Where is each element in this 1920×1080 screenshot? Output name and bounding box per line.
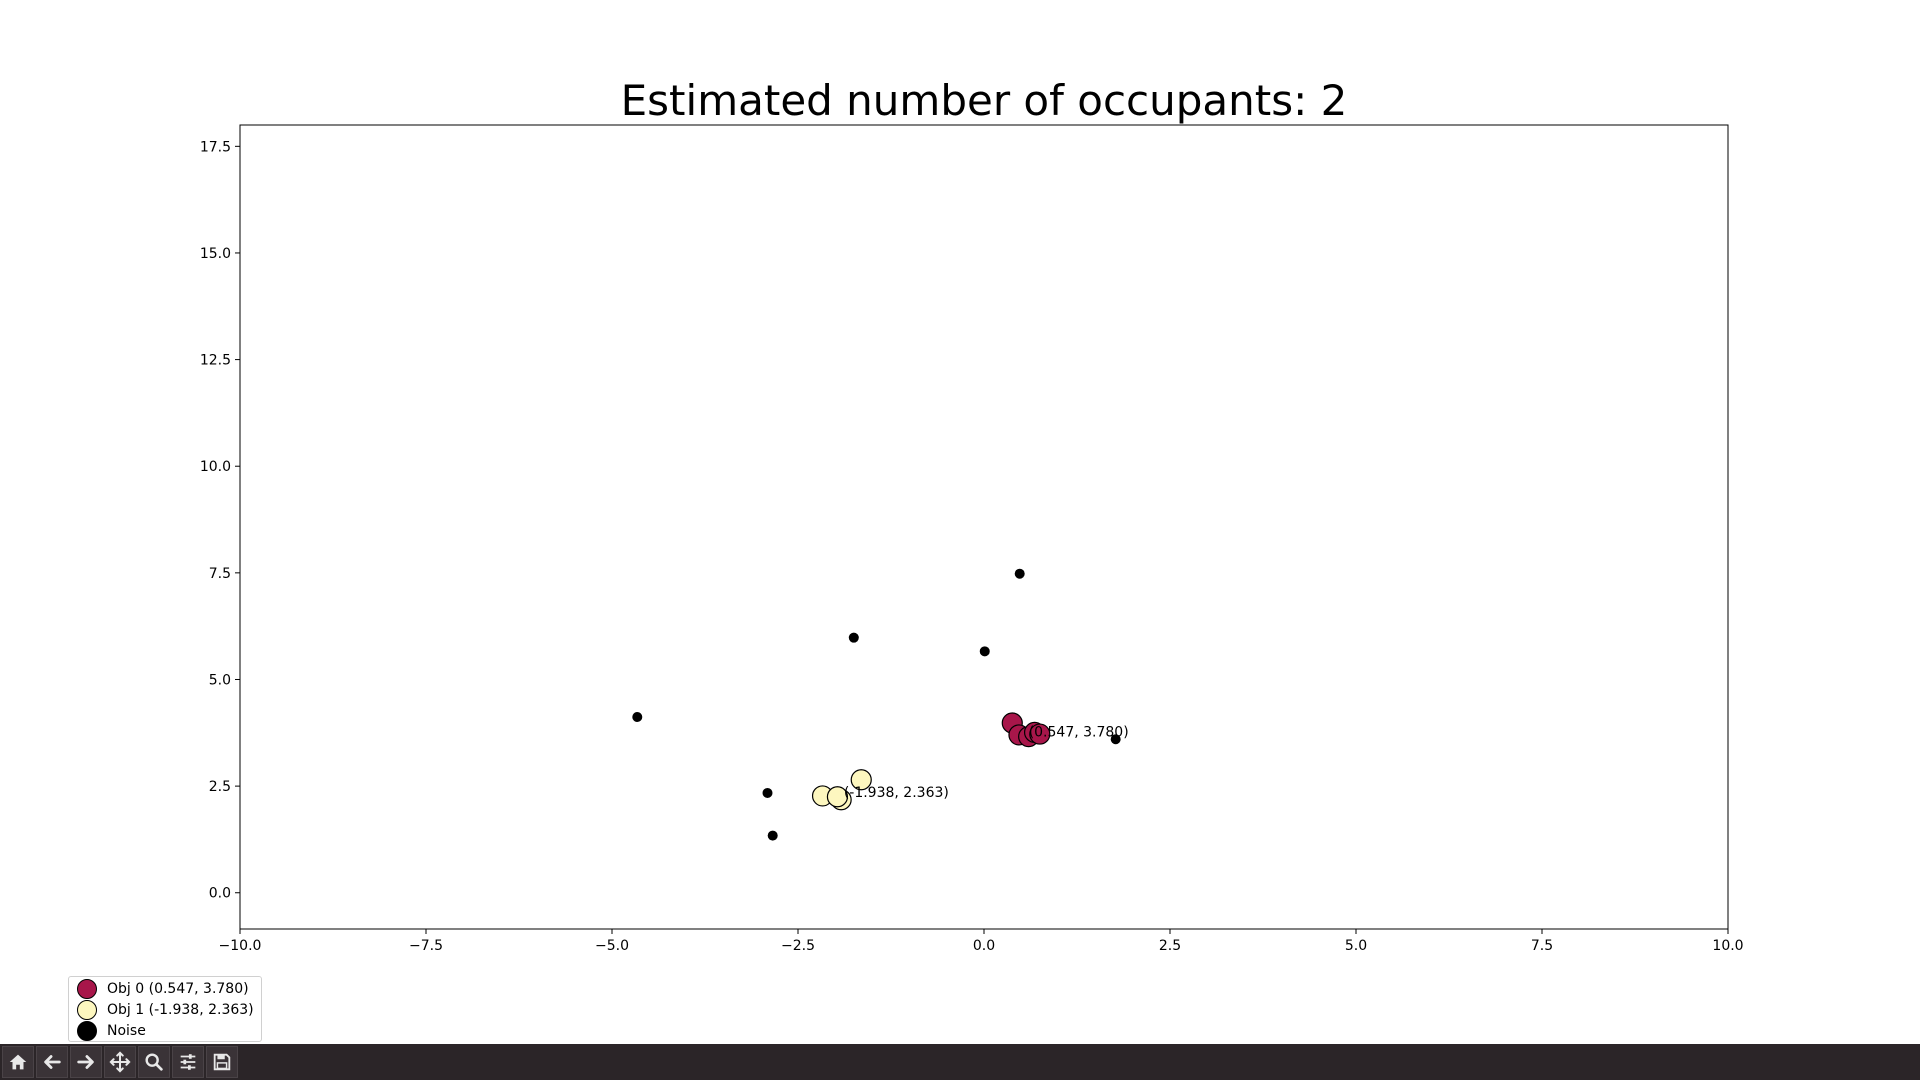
cluster-point <box>826 786 849 808</box>
centroid-annotations: (0.547, 3.780) (-1.938, 2.363) <box>844 725 1129 801</box>
x-tick-label: 10.0 <box>1712 938 1743 954</box>
back-button[interactable] <box>36 1046 68 1078</box>
home-button[interactable] <box>2 1046 34 1078</box>
legend-label: Obj 0 (0.547, 3.780) <box>107 980 249 997</box>
configure-subplots-button[interactable] <box>172 1046 204 1078</box>
arrow-left-icon <box>44 1055 61 1069</box>
y-tick-label: 5.0 <box>209 672 231 688</box>
x-axis: −10.0 −7.5 −5.0 −2.5 0.0 2.5 5.0 7.5 10.0 <box>219 929 1744 954</box>
sliders-icon <box>180 1054 196 1070</box>
forward-button[interactable] <box>70 1046 102 1078</box>
series-2 <box>632 568 1121 841</box>
plot-area <box>239 124 1729 930</box>
y-tick-label: 12.5 <box>200 353 231 369</box>
centroid-annotation: (0.547, 3.780) <box>1029 725 1129 741</box>
legend-marker <box>77 1020 97 1041</box>
centroid-annotation: (-1.938, 2.363) <box>844 785 949 801</box>
scatter-points <box>632 568 1121 841</box>
y-tick-label: 2.5 <box>209 779 231 795</box>
arrow-right-icon <box>77 1055 94 1069</box>
x-tick-label: −2.5 <box>781 938 815 954</box>
y-tick-label: 7.5 <box>209 566 231 582</box>
y-tick-label: 0.0 <box>209 886 231 902</box>
noise-point <box>767 830 778 841</box>
x-tick-label: 7.5 <box>1531 938 1553 954</box>
noise-point <box>762 787 773 798</box>
legend: Obj 0 (0.547, 3.780) Obj 1 (-1.938, 2.363… <box>68 976 262 1042</box>
y-axis: 0.0 2.5 5.0 7.5 10.0 12.5 15.0 17.5 <box>200 139 240 902</box>
noise-point <box>632 712 643 723</box>
floppy-disk-icon <box>213 1053 231 1071</box>
legend-marker <box>77 978 97 999</box>
legend-label: Noise <box>107 1022 146 1039</box>
x-tick-label: 0.0 <box>973 938 995 954</box>
y-tick-label: 10.0 <box>200 459 231 475</box>
save-button[interactable] <box>206 1046 238 1078</box>
move-icon <box>109 1051 131 1073</box>
legend-marker <box>77 999 97 1020</box>
legend-item: Obj 0 (0.547, 3.780) <box>77 978 261 999</box>
legend-item: Obj 1 (-1.938, 2.363) <box>77 999 261 1020</box>
toolbar <box>0 1044 1920 1080</box>
y-tick-label: 15.0 <box>200 246 231 262</box>
noise-point <box>1110 734 1121 745</box>
magnifier-icon <box>145 1053 163 1071</box>
cluster-point <box>1029 723 1051 745</box>
x-tick-label: −7.5 <box>409 938 443 954</box>
noise-point <box>848 632 859 643</box>
chart-title: Estimated number of occupants: 2 <box>621 76 1348 125</box>
legend-item: Noise <box>77 1020 261 1041</box>
x-tick-label: 2.5 <box>1159 938 1181 954</box>
home-icon <box>9 1054 27 1070</box>
noise-point <box>1014 568 1025 579</box>
chart-figure: Estimated number of occupants: 2 −10.0 −7… <box>200 76 1744 954</box>
series-1 <box>811 769 872 811</box>
cluster-point <box>850 769 872 791</box>
pan-button[interactable] <box>104 1046 136 1078</box>
legend-label: Obj 1 (-1.938, 2.363) <box>107 1001 254 1018</box>
x-tick-label: 5.0 <box>1345 938 1367 954</box>
series-0 <box>1001 712 1051 748</box>
x-tick-label: −10.0 <box>219 938 262 954</box>
zoom-button[interactable] <box>138 1046 170 1078</box>
y-tick-label: 17.5 <box>200 139 231 155</box>
noise-point <box>979 646 990 657</box>
x-tick-label: −5.0 <box>595 938 629 954</box>
